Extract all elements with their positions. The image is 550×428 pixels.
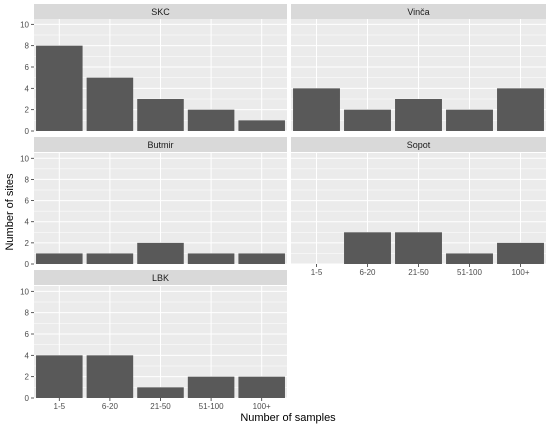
y-tick-label: 2: [25, 239, 30, 248]
bar-sopot-2: [395, 232, 442, 264]
y-tick-label: 2: [25, 373, 30, 382]
facet-strip: [291, 4, 546, 19]
facet-strip: [34, 4, 287, 19]
bar-skc-3: [187, 109, 235, 131]
x-axis-title: Number of samples: [240, 412, 336, 424]
x-tick-label: 21-50: [150, 402, 171, 411]
x-tick-label: 1-5: [311, 268, 323, 277]
facet-title: LBK: [152, 273, 169, 283]
facet-title: SKC: [151, 7, 170, 17]
bar-lbk-0: [36, 355, 83, 398]
facet-butmir: Butmir 0 2 4 6 8 10: [20, 137, 287, 269]
bar-butmir-1: [86, 253, 134, 264]
bar-butmir-0: [36, 253, 83, 264]
y-tick-label: 4: [25, 218, 30, 227]
y-tick-label: 0: [25, 260, 30, 269]
y-tick-label: 4: [25, 84, 30, 93]
facet-vin-a: Vinča: [291, 4, 546, 132]
bar-skc-2: [137, 99, 184, 131]
x-tick-label: 100+: [511, 268, 529, 277]
x-tick-label: 100+: [253, 402, 271, 411]
facet-strip: [34, 270, 287, 285]
bar-lbk-2: [137, 387, 184, 398]
bar-vin-a-0: [293, 88, 340, 131]
bar-sopot-4: [497, 242, 544, 264]
bar-butmir-2: [137, 242, 184, 264]
bar-vin-a-2: [395, 99, 442, 131]
bar-butmir-3: [187, 253, 235, 264]
x-tick-label: 51-100: [199, 402, 224, 411]
bar-skc-4: [238, 120, 285, 131]
bar-skc-0: [36, 45, 83, 131]
x-tick-label: 21-50: [408, 268, 429, 277]
bar-lbk-1: [86, 355, 134, 398]
bar-vin-a-4: [497, 88, 544, 131]
facet-skc: SKC 0 2 4 6 8 10: [20, 4, 287, 136]
bar-sopot-1: [344, 232, 391, 264]
bar-vin-a-1: [344, 109, 391, 131]
bar-sopot-3: [446, 253, 493, 264]
y-tick-label: 10: [20, 154, 29, 163]
facet-title: Sopot: [407, 140, 431, 150]
facet-panels: SKC 0 2 4 6 8 10 Vinča Butmir 0 2 4 6 8 10 Sopot 1-5 6-20…: [20, 4, 546, 411]
x-tick-label: 6-20: [359, 268, 376, 277]
y-tick-label: 8: [25, 175, 30, 184]
facet-title: Vinča: [407, 7, 429, 17]
x-tick-label: 6-20: [102, 402, 119, 411]
y-tick-label: 6: [25, 63, 30, 72]
bar-skc-1: [86, 77, 134, 131]
facet-lbk: LBK 0 2 4 6 8 10 1-5 6-20 21-50 51-100 100+: [20, 270, 287, 411]
bar-vin-a-3: [446, 109, 493, 131]
x-tick-label: 1-5: [54, 402, 66, 411]
y-tick-label: 0: [25, 394, 30, 403]
y-tick-label: 10: [20, 287, 29, 296]
x-tick-label: 51-100: [457, 268, 482, 277]
bar-lbk-3: [187, 376, 235, 398]
y-tick-label: 6: [25, 197, 30, 206]
facet-strip: [34, 137, 287, 152]
facet-sopot: Sopot 1-5 6-20 21-50 51-100 100+: [291, 137, 546, 277]
bar-butmir-4: [238, 253, 285, 264]
y-tick-label: 6: [25, 330, 30, 339]
facet-strip: [291, 137, 546, 152]
y-tick-label: 2: [25, 106, 30, 115]
y-tick-label: 8: [25, 309, 30, 318]
y-tick-label: 10: [20, 20, 29, 29]
y-tick-label: 0: [25, 127, 30, 136]
y-tick-label: 8: [25, 42, 30, 51]
y-axis-title: Number of sites: [4, 173, 16, 251]
bar-lbk-4: [238, 376, 285, 398]
facet-title: Butmir: [147, 140, 173, 150]
y-tick-label: 4: [25, 351, 30, 360]
